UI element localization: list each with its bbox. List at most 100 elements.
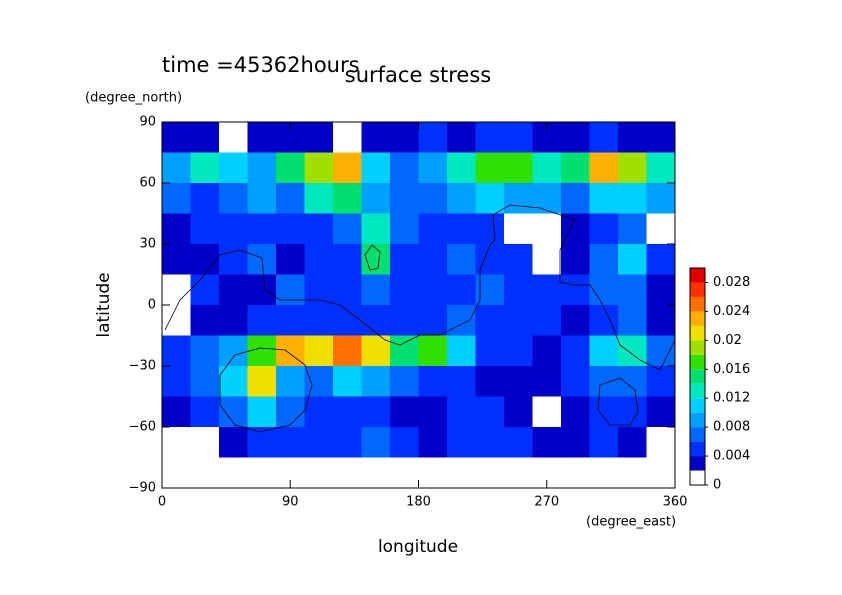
heat-cell — [475, 396, 505, 428]
heat-cell — [247, 152, 277, 184]
colorbar-band — [690, 412, 705, 428]
heat-cell — [390, 457, 419, 489]
axes: 0 90 180 270 360 −90 −60 −30 0 30 60 90 — [129, 115, 688, 510]
heat-cell — [247, 213, 277, 245]
heatmap — [162, 122, 676, 489]
heat-cell — [162, 427, 191, 458]
heat-cell — [247, 335, 277, 367]
heat-cell — [618, 244, 647, 275]
heat-cell — [361, 152, 391, 184]
heat-cell — [447, 396, 476, 428]
heat-cell — [532, 152, 562, 184]
x-tick-label: 90 — [282, 495, 299, 510]
heat-cell — [504, 427, 533, 458]
heat-cell — [561, 457, 590, 489]
heat-cell — [247, 366, 277, 397]
heat-cell — [190, 427, 220, 458]
heat-cell — [190, 396, 220, 428]
heat-cell — [304, 427, 334, 458]
heat-cell — [247, 396, 277, 428]
heat-cell — [304, 366, 334, 397]
chart-title: surface stress — [345, 63, 491, 87]
heat-cell — [333, 244, 362, 275]
heat-cell — [390, 305, 419, 336]
heat-cell — [504, 213, 533, 245]
heat-cell — [475, 457, 505, 489]
heat-cell — [504, 335, 533, 367]
heat-cell — [276, 213, 305, 245]
heat-cell — [447, 457, 476, 489]
heat-cell — [475, 427, 505, 458]
heat-cell — [618, 396, 647, 428]
heat-cell — [247, 427, 277, 458]
heat-cell — [589, 427, 619, 458]
heat-cell — [561, 244, 590, 275]
heat-cell — [162, 335, 191, 367]
heat-cell — [361, 274, 391, 306]
heat-cell — [361, 366, 391, 397]
y-axis-label: latitude — [94, 272, 114, 337]
colorbar-band — [690, 354, 705, 370]
colorbar-band — [690, 441, 705, 457]
heat-cell — [390, 366, 419, 397]
heat-cell — [447, 427, 476, 458]
heat-cell — [532, 244, 562, 275]
heat-cell — [532, 335, 562, 367]
heat-cell — [561, 427, 590, 458]
heat-cell — [361, 122, 391, 153]
x-axis-label: longitude — [378, 537, 458, 557]
heat-cell — [447, 274, 476, 306]
heat-cell — [219, 335, 248, 367]
heat-cell — [190, 305, 220, 336]
y-tick-label: 0 — [148, 298, 156, 313]
heat-cell — [162, 274, 191, 306]
colorbar-band — [690, 470, 705, 485]
heat-cell — [532, 305, 562, 336]
heat-cell — [333, 427, 362, 458]
heat-cell — [589, 244, 619, 275]
heat-cell — [561, 152, 590, 184]
colorbar-tick-label: 0.004 — [713, 449, 750, 464]
heat-cell — [162, 244, 191, 275]
heat-cell — [561, 122, 590, 153]
heat-cell — [390, 244, 419, 275]
heat-cell — [247, 274, 277, 306]
heat-cell — [475, 183, 505, 214]
heat-cell — [162, 396, 191, 428]
heat-cell — [219, 305, 248, 336]
heat-cell — [475, 213, 505, 245]
heat-cell — [447, 122, 476, 153]
heat-cell — [532, 366, 562, 397]
heat-cell — [646, 213, 676, 245]
heat-cell — [276, 427, 305, 458]
colorbar-band — [690, 282, 705, 297]
heat-cell — [561, 366, 590, 397]
heat-cell — [447, 152, 476, 184]
heat-cell — [418, 152, 448, 184]
colorbar-band — [690, 268, 705, 283]
colorbar-tick-label: 0.016 — [713, 362, 750, 377]
heat-cell — [276, 396, 305, 428]
colorbar-band — [690, 427, 705, 442]
x-unit: (degree_east) — [586, 515, 676, 530]
coastlines — [164, 204, 676, 433]
heat-cell — [390, 335, 419, 367]
heat-cell — [190, 122, 220, 153]
heat-cell — [162, 457, 191, 489]
x-tick-label: 360 — [663, 495, 688, 510]
heat-cell — [304, 183, 334, 214]
heat-cell — [333, 457, 362, 489]
heat-cell — [361, 457, 391, 489]
heat-cell — [646, 305, 676, 336]
heat-cell — [304, 335, 334, 367]
heat-cell — [190, 213, 220, 245]
heat-cell — [390, 152, 419, 184]
heat-cell — [504, 244, 533, 275]
heat-cell — [646, 274, 676, 306]
heat-cell — [532, 213, 562, 245]
heat-cell — [561, 396, 590, 428]
heat-cell — [646, 366, 676, 397]
heat-cell — [304, 457, 334, 489]
heat-cell — [475, 305, 505, 336]
